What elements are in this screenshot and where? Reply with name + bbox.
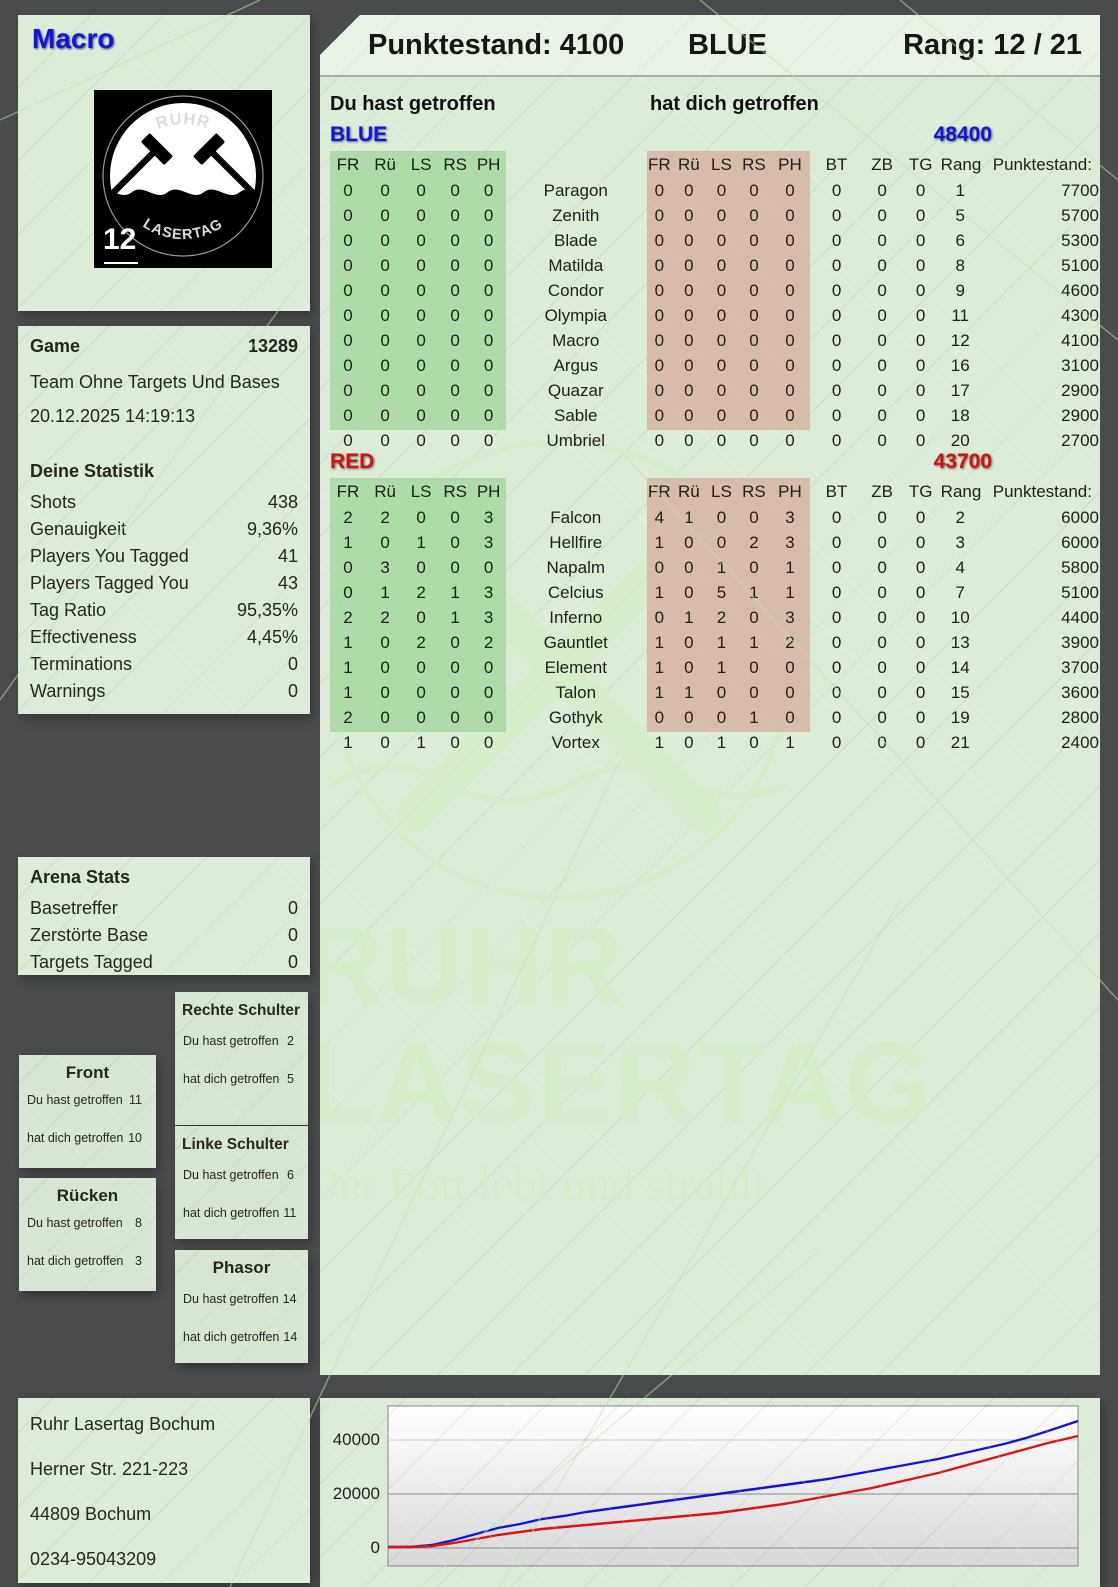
svg-text:RUHR: RUHR: [320, 904, 625, 1025]
svg-text:LASERTAG: LASERTAG: [320, 1020, 934, 1146]
svg-text:20000: 20000: [333, 1484, 380, 1503]
svg-text:Der Pott lebt und strahlt: Der Pott lebt und strahlt: [320, 1158, 767, 1211]
svg-text:0: 0: [371, 1538, 380, 1557]
svg-text:40000: 40000: [333, 1430, 380, 1449]
